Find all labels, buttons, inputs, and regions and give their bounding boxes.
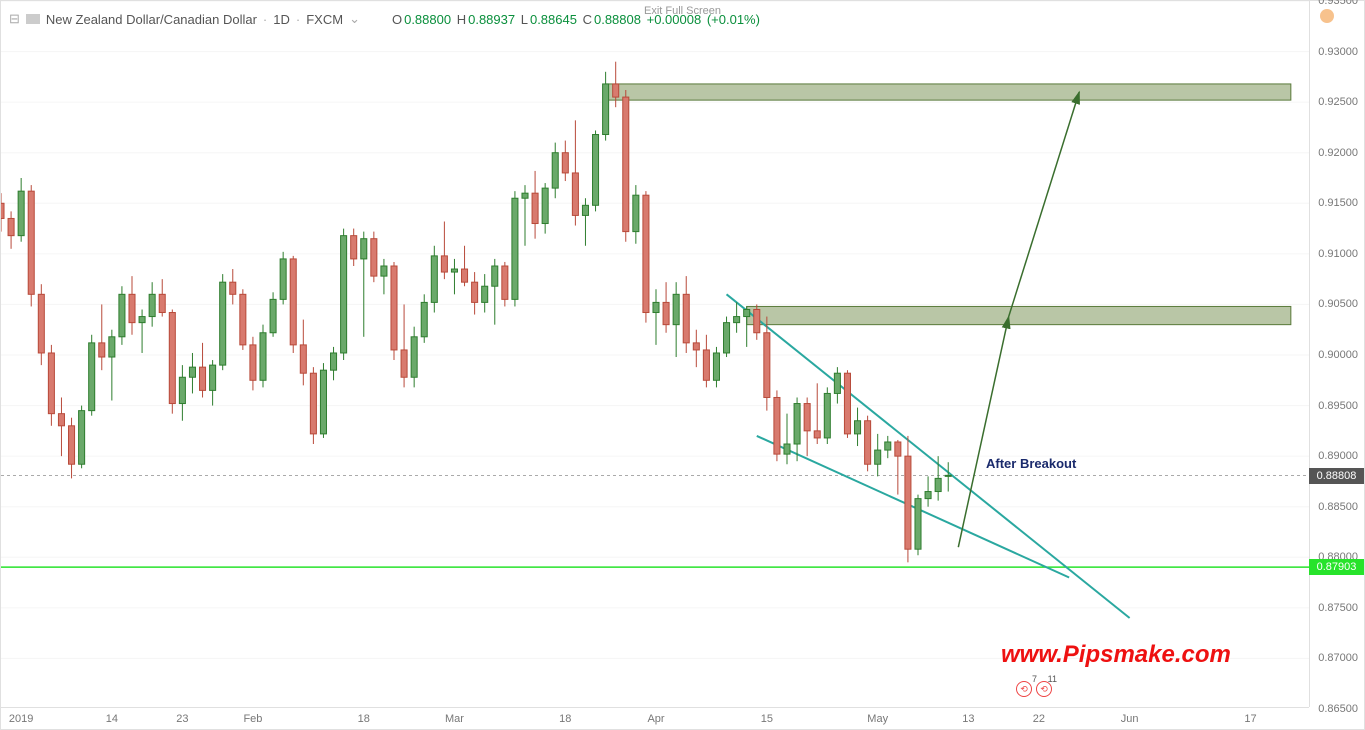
x-tick-label: 18 <box>358 713 370 725</box>
x-tick-label: 17 <box>1244 713 1256 725</box>
y-tick-label: 0.91500 <box>1318 197 1358 209</box>
x-tick-label: 14 <box>106 713 118 725</box>
price-tag: 0.88808 <box>1309 468 1364 484</box>
x-tick-label: Apr <box>647 713 664 725</box>
x-tick-label: Mar <box>445 713 464 725</box>
x-tick-label: 13 <box>962 713 974 725</box>
y-tick-label: 0.87500 <box>1318 602 1358 614</box>
timeframe: 1D <box>273 12 290 27</box>
exit-fullscreen-button[interactable]: Exit Full Screen <box>644 5 721 17</box>
x-tick-label: 18 <box>559 713 571 725</box>
chart-plot-area[interactable] <box>1 1 1309 707</box>
y-tick-label: 0.90000 <box>1318 349 1358 361</box>
annotation-after-breakout: After Breakout <box>986 456 1076 471</box>
y-tick-label: 0.91000 <box>1318 248 1358 260</box>
flag-icon <box>26 14 40 24</box>
y-tick-label: 0.93000 <box>1318 46 1358 58</box>
y-tick-label: 0.86500 <box>1318 703 1358 715</box>
y-tick-label: 0.92500 <box>1318 96 1358 108</box>
price-tag: 0.87903 <box>1309 559 1364 575</box>
status-dot-icon <box>1320 9 1334 23</box>
y-tick-label: 0.93500 <box>1318 0 1358 7</box>
x-tick-label: 22 <box>1033 713 1045 725</box>
y-axis[interactable]: 0.93500 0.93000 0.92500 0.92000 0.91500 0.910… <box>1309 1 1364 707</box>
y-tick-label: 0.89000 <box>1318 450 1358 462</box>
alert-icon[interactable]: ⟲11 <box>1036 681 1052 697</box>
dropdown-icon[interactable]: ⌄ <box>349 11 360 27</box>
x-tick-label: Jun <box>1121 713 1139 725</box>
y-tick-label: 0.88500 <box>1318 501 1358 513</box>
x-tick-label: Feb <box>243 713 262 725</box>
y-tick-label: 0.87000 <box>1318 652 1358 664</box>
watermark-text: www.Pipsmake.com <box>1001 641 1231 669</box>
symbol-name[interactable]: New Zealand Dollar/Canadian Dollar <box>46 12 257 27</box>
alert-icons: ⟲7 ⟲11 <box>1016 681 1052 697</box>
alert-icon[interactable]: ⟲7 <box>1016 681 1032 697</box>
x-tick-label: 15 <box>761 713 773 725</box>
x-tick-label: 2019 <box>9 713 33 725</box>
collapse-icon[interactable]: ⊟ <box>9 11 20 27</box>
x-tick-label: 23 <box>176 713 188 725</box>
x-tick-label: May <box>867 713 888 725</box>
chart-container: ⊟ New Zealand Dollar/Canadian Dollar · 1… <box>0 0 1365 730</box>
x-axis[interactable]: 2019 14 23 Feb 18 Mar 18 Apr 15 May 13 22 Jun 17 <box>1 707 1309 729</box>
y-tick-label: 0.92000 <box>1318 147 1358 159</box>
broker: FXCM <box>306 12 343 27</box>
y-tick-label: 0.89500 <box>1318 400 1358 412</box>
y-tick-label: 0.90500 <box>1318 298 1358 310</box>
